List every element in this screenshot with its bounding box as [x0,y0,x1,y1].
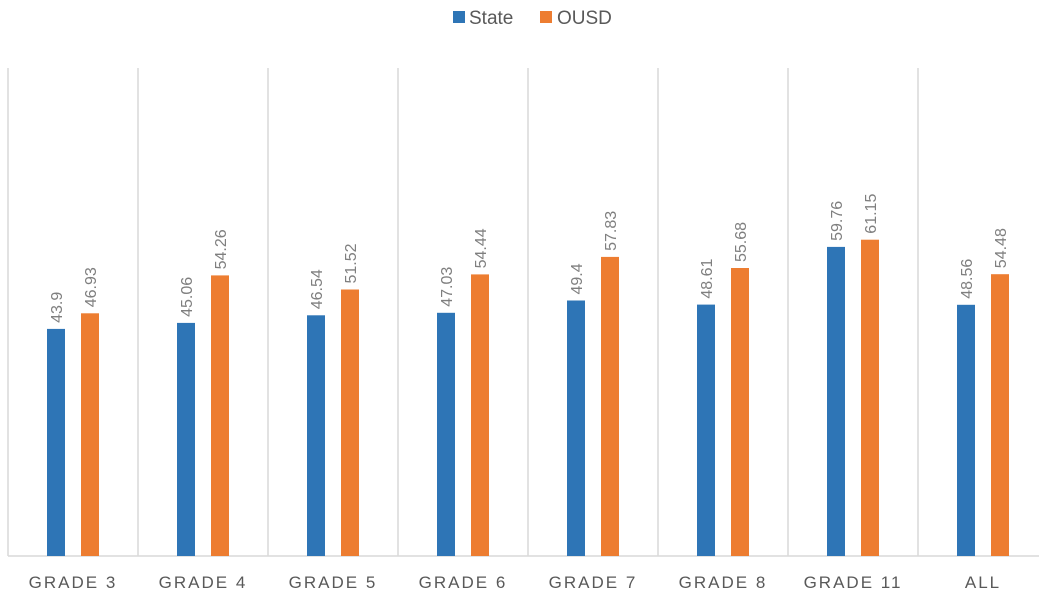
category-labels: GRADE 3 GRADE 4 GRADE 5 GRADE 6 GRADE 7 GRADE… [29,573,1001,592]
bar-state-grade-6 [437,312,455,556]
bar-state-grade-8 [697,304,715,556]
data-labels: 43.9 46.93 45.06 54.26 46.54 51.52 47.03 54.44 4… [49,194,1010,323]
bars [47,239,1009,556]
data-label-state-all: 48.56 [959,259,976,299]
gridlines [7,68,919,556]
bar-ousd-grade-5 [341,289,359,556]
bar-state-grade-5 [307,315,325,556]
data-label-state-grade-4: 45.06 [179,277,196,317]
data-label-ousd-grade-11: 61.15 [863,194,880,234]
bar-state-grade-4 [177,322,195,556]
bar-ousd-grade-4 [211,275,229,556]
bar-ousd-grade-3 [81,313,99,556]
data-label-state-grade-7: 49.4 [569,263,586,294]
data-label-state-grade-5: 46.54 [309,269,326,309]
bar-ousd-grade-7 [601,256,619,556]
bar-ousd-grade-8 [731,268,749,556]
data-label-ousd-grade-5: 51.52 [343,243,360,283]
category-label: GRADE 11 [804,573,903,592]
bar-state-grade-7 [567,300,585,556]
category-label: GRADE 7 [549,573,638,592]
bar-state-grade-11 [827,246,845,556]
category-label: GRADE 4 [159,573,248,592]
data-label-ousd-all: 54.48 [993,228,1010,268]
legend-label-state: State [469,8,513,29]
bar-ousd-all [991,274,1009,556]
category-label: GRADE 5 [289,573,378,592]
data-label-ousd-grade-6: 54.44 [473,228,490,268]
bar-ousd-grade-11 [861,239,879,556]
bar-state-grade-3 [47,328,65,556]
legend-swatch-state [453,11,465,23]
category-label: GRADE 6 [419,573,508,592]
category-label: ALL [965,573,1001,592]
data-label-state-grade-8: 48.61 [699,258,716,298]
category-label: GRADE 8 [679,573,768,592]
bar-ousd-grade-6 [471,274,489,556]
data-label-state-grade-3: 43.9 [49,292,66,323]
legend: State OUSD [453,8,612,29]
legend-swatch-ousd [540,11,552,23]
data-label-state-grade-11: 59.76 [829,201,846,241]
bar-state-all [957,304,975,556]
data-label-ousd-grade-3: 46.93 [83,267,100,307]
data-label-ousd-grade-4: 54.26 [213,229,230,269]
data-label-state-grade-6: 47.03 [439,267,456,307]
data-label-ousd-grade-7: 57.83 [603,211,620,251]
legend-label-ousd: OUSD [557,8,612,29]
category-label: GRADE 3 [29,573,118,592]
data-label-ousd-grade-8: 55.68 [733,222,750,262]
